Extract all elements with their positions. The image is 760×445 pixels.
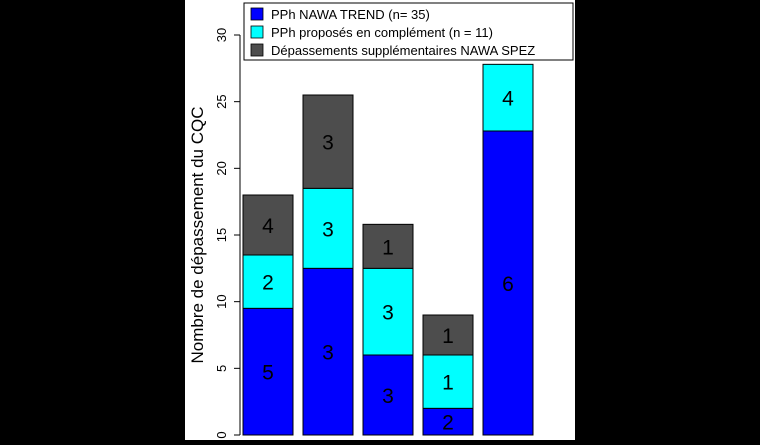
bar-segment (482, 130, 534, 436)
bar-segment (422, 354, 474, 409)
legend-entry: PPh NAWA TREND (n= 35) (271, 7, 430, 22)
y-tick-label: 25 (214, 94, 229, 108)
bar-data-label: 5 (262, 362, 274, 385)
legend-swatch (250, 25, 264, 39)
bar-data-label: 3 (322, 132, 334, 155)
bar-data-label: 1 (382, 236, 394, 259)
legend-swatch (250, 43, 264, 57)
legend-entry: Dépassements supplémentaires NAWA SPEZ (271, 43, 535, 58)
bar-segment (302, 187, 354, 269)
bar-data-label: 2 (262, 272, 274, 295)
bar-data-label: 4 (262, 215, 274, 238)
y-tick-label: 20 (214, 161, 229, 175)
y-tick-label: 5 (214, 365, 229, 372)
bar-data-label: 1 (442, 325, 454, 348)
bar-segment (302, 94, 354, 189)
bar-data-label: 3 (382, 385, 394, 408)
y-axis: 0 5 10 15 20 25 30 (214, 28, 241, 439)
bar-segment (362, 223, 414, 269)
bar-segment (362, 267, 414, 356)
y-tick-label: 30 (214, 28, 229, 42)
legend-swatch (250, 7, 264, 21)
bar-segment (362, 354, 414, 436)
bar-data-label: 4 (502, 88, 514, 111)
y-axis-label: Nombre de dépassement du CQC (188, 106, 207, 363)
legend: PPh NAWA TREND (n= 35) PPh proposés en co… (243, 2, 574, 61)
bars: 5 2 4 3 3 3 3 3 1 2 1 1 6 4 (242, 63, 534, 436)
bar-segment (242, 307, 294, 436)
bar-segment (422, 407, 474, 436)
legend-box (243, 2, 574, 61)
bar-segment (242, 194, 294, 256)
y-tick-label: 15 (214, 228, 229, 242)
y-tick-label: 10 (214, 294, 229, 308)
bar-segment (482, 63, 534, 132)
bar-segment (242, 254, 294, 309)
bar-data-label: 6 (502, 273, 514, 296)
bar-data-label: 3 (322, 218, 334, 241)
bar-segment (302, 267, 354, 436)
bar-segment (422, 314, 474, 356)
y-tick-label: 0 (214, 431, 229, 438)
legend-entry: PPh proposés en complément (n = 11) (271, 25, 493, 40)
bar-data-label: 2 (442, 412, 454, 435)
bar-data-label: 3 (322, 342, 334, 365)
bar-data-label: 3 (382, 302, 394, 325)
bar-data-label: 1 (442, 372, 454, 395)
